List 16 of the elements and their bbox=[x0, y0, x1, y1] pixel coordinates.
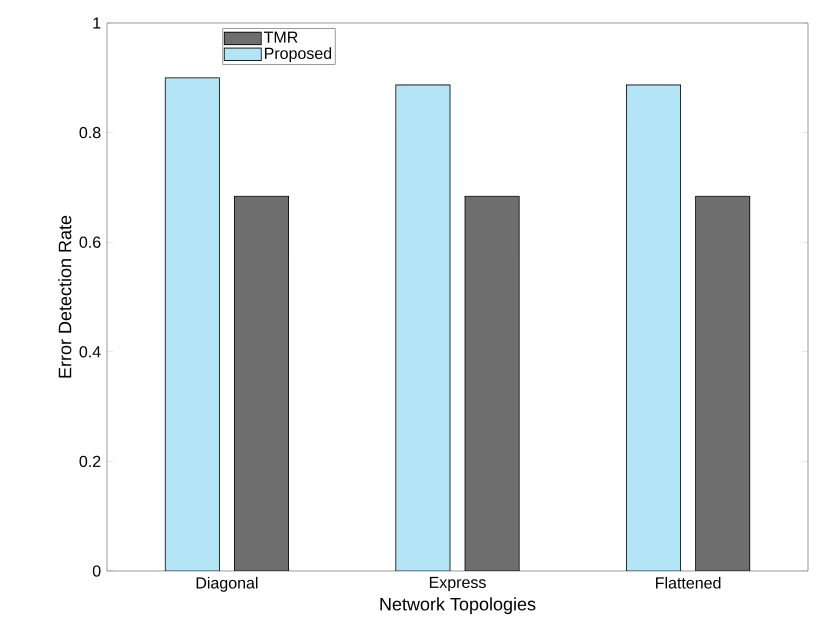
bar bbox=[234, 196, 289, 571]
y-tick-label: 0.8 bbox=[80, 126, 100, 138]
y-tick-label: 0.6 bbox=[80, 236, 100, 248]
y-tick-label: 0.4 bbox=[80, 346, 101, 358]
x-axis-title: Network Topologies bbox=[380, 597, 536, 614]
x-tick-label: Flattened bbox=[656, 576, 720, 589]
y-tick-label: 0.2 bbox=[80, 456, 100, 468]
y-tick-label: 1 bbox=[93, 17, 100, 28]
legend-label: Proposed bbox=[264, 47, 332, 62]
y-axis-title: Error Detection Rate bbox=[58, 216, 72, 378]
bar bbox=[464, 196, 520, 571]
legend-label: TMR bbox=[264, 32, 298, 43]
x-tick-label: Diagonal bbox=[196, 576, 258, 592]
y-tick-label: 0 bbox=[92, 565, 101, 577]
x-tick-label: Express bbox=[430, 576, 486, 592]
bar bbox=[695, 196, 750, 571]
